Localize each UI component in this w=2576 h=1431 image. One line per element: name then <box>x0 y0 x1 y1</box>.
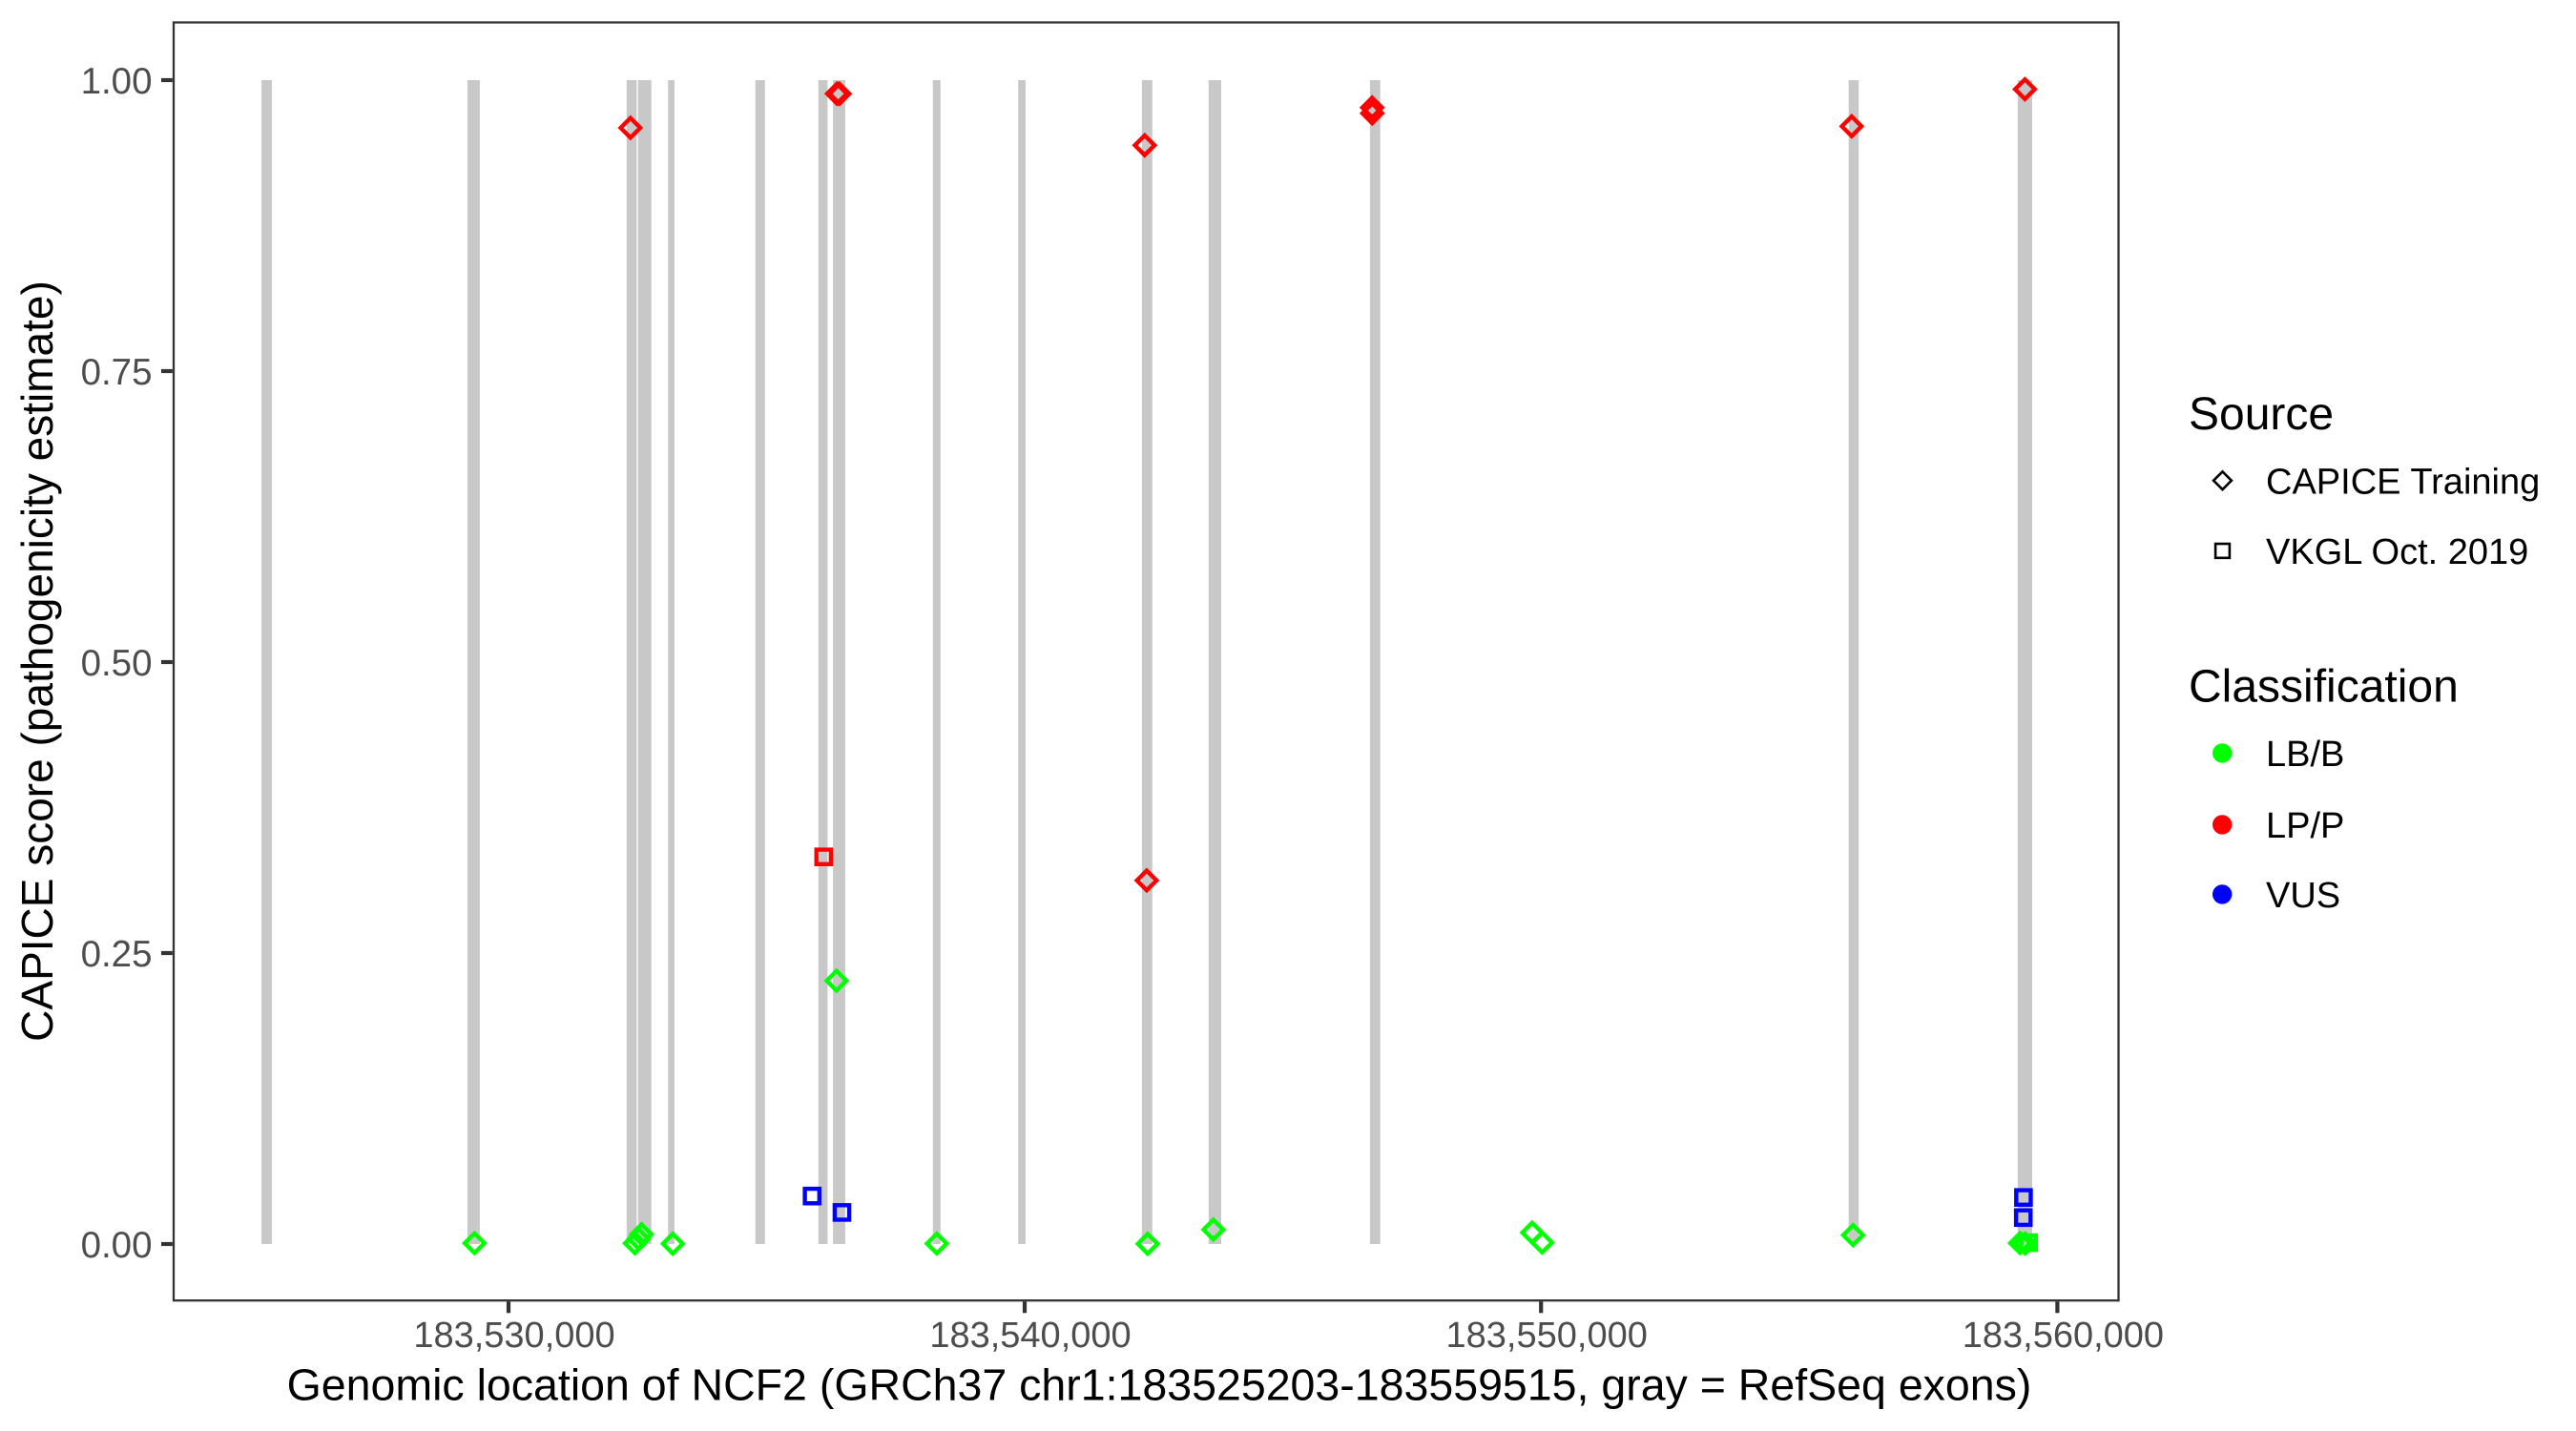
svg-text:VUS: VUS <box>2266 876 2340 916</box>
svg-text:1.00: 1.00 <box>81 61 153 102</box>
svg-text:0.00: 0.00 <box>81 1225 153 1266</box>
svg-text:LP/P: LP/P <box>2266 806 2344 846</box>
svg-text:Genomic location of NCF2 (GRCh: Genomic location of NCF2 (GRCh37 chr1:18… <box>287 1360 2032 1410</box>
svg-text:Source: Source <box>2189 389 2334 440</box>
svg-text:Classification: Classification <box>2189 662 2459 713</box>
svg-text:CAPICE score (pathogenicity es: CAPICE score (pathogenicity estimate) <box>12 280 62 1042</box>
svg-text:VKGL Oct. 2019: VKGL Oct. 2019 <box>2266 532 2528 572</box>
svg-text:LB/B: LB/B <box>2266 735 2344 775</box>
svg-text:183,560,000: 183,560,000 <box>1963 1316 2164 1356</box>
svg-text:183,540,000: 183,540,000 <box>929 1316 1131 1356</box>
svg-text:0.50: 0.50 <box>81 643 153 684</box>
svg-text:CAPICE Training: CAPICE Training <box>2266 462 2540 502</box>
svg-text:183,550,000: 183,550,000 <box>1446 1316 1648 1356</box>
svg-text:0.25: 0.25 <box>81 934 153 975</box>
svg-text:183,530,000: 183,530,000 <box>413 1316 614 1356</box>
svg-text:0.75: 0.75 <box>81 352 153 393</box>
